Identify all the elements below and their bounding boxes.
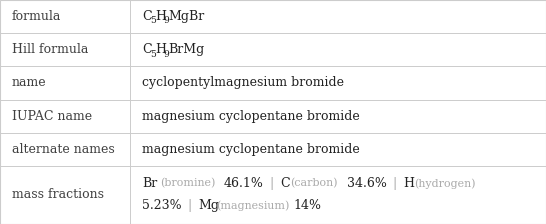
Text: alternate names: alternate names (12, 143, 115, 156)
Text: 5: 5 (150, 50, 156, 59)
Text: 9: 9 (163, 16, 169, 25)
Text: (hydrogen): (hydrogen) (414, 178, 476, 189)
Text: cyclopentylmagnesium bromide: cyclopentylmagnesium bromide (142, 76, 344, 89)
Text: (magnesium): (magnesium) (217, 200, 290, 211)
Text: (bromine): (bromine) (160, 178, 215, 189)
Text: 5.23%: 5.23% (142, 199, 182, 212)
Text: 14%: 14% (294, 199, 322, 212)
Text: magnesium cyclopentane bromide: magnesium cyclopentane bromide (142, 110, 360, 123)
Text: Mg: Mg (199, 199, 219, 212)
Text: C: C (280, 177, 290, 190)
Text: Br: Br (142, 177, 157, 190)
Text: Hill formula: Hill formula (12, 43, 88, 56)
Text: |: | (393, 177, 397, 190)
Text: C: C (142, 43, 152, 56)
Text: magnesium cyclopentane bromide: magnesium cyclopentane bromide (142, 143, 360, 156)
Text: IUPAC name: IUPAC name (12, 110, 92, 123)
Text: mass fractions: mass fractions (12, 188, 104, 201)
Text: |: | (187, 199, 192, 212)
Text: 34.6%: 34.6% (347, 177, 387, 190)
Text: name: name (12, 76, 46, 89)
Text: formula: formula (12, 10, 61, 23)
Text: (carbon): (carbon) (290, 178, 338, 189)
Text: H: H (155, 10, 167, 23)
Text: BrMg: BrMg (169, 43, 205, 56)
Text: H: H (155, 43, 167, 56)
Text: 5: 5 (150, 16, 156, 25)
Text: MgBr: MgBr (169, 10, 205, 23)
Text: |: | (269, 177, 273, 190)
Text: C: C (142, 10, 152, 23)
Text: 46.1%: 46.1% (223, 177, 263, 190)
Text: H: H (403, 177, 415, 190)
Text: 9: 9 (163, 50, 169, 59)
